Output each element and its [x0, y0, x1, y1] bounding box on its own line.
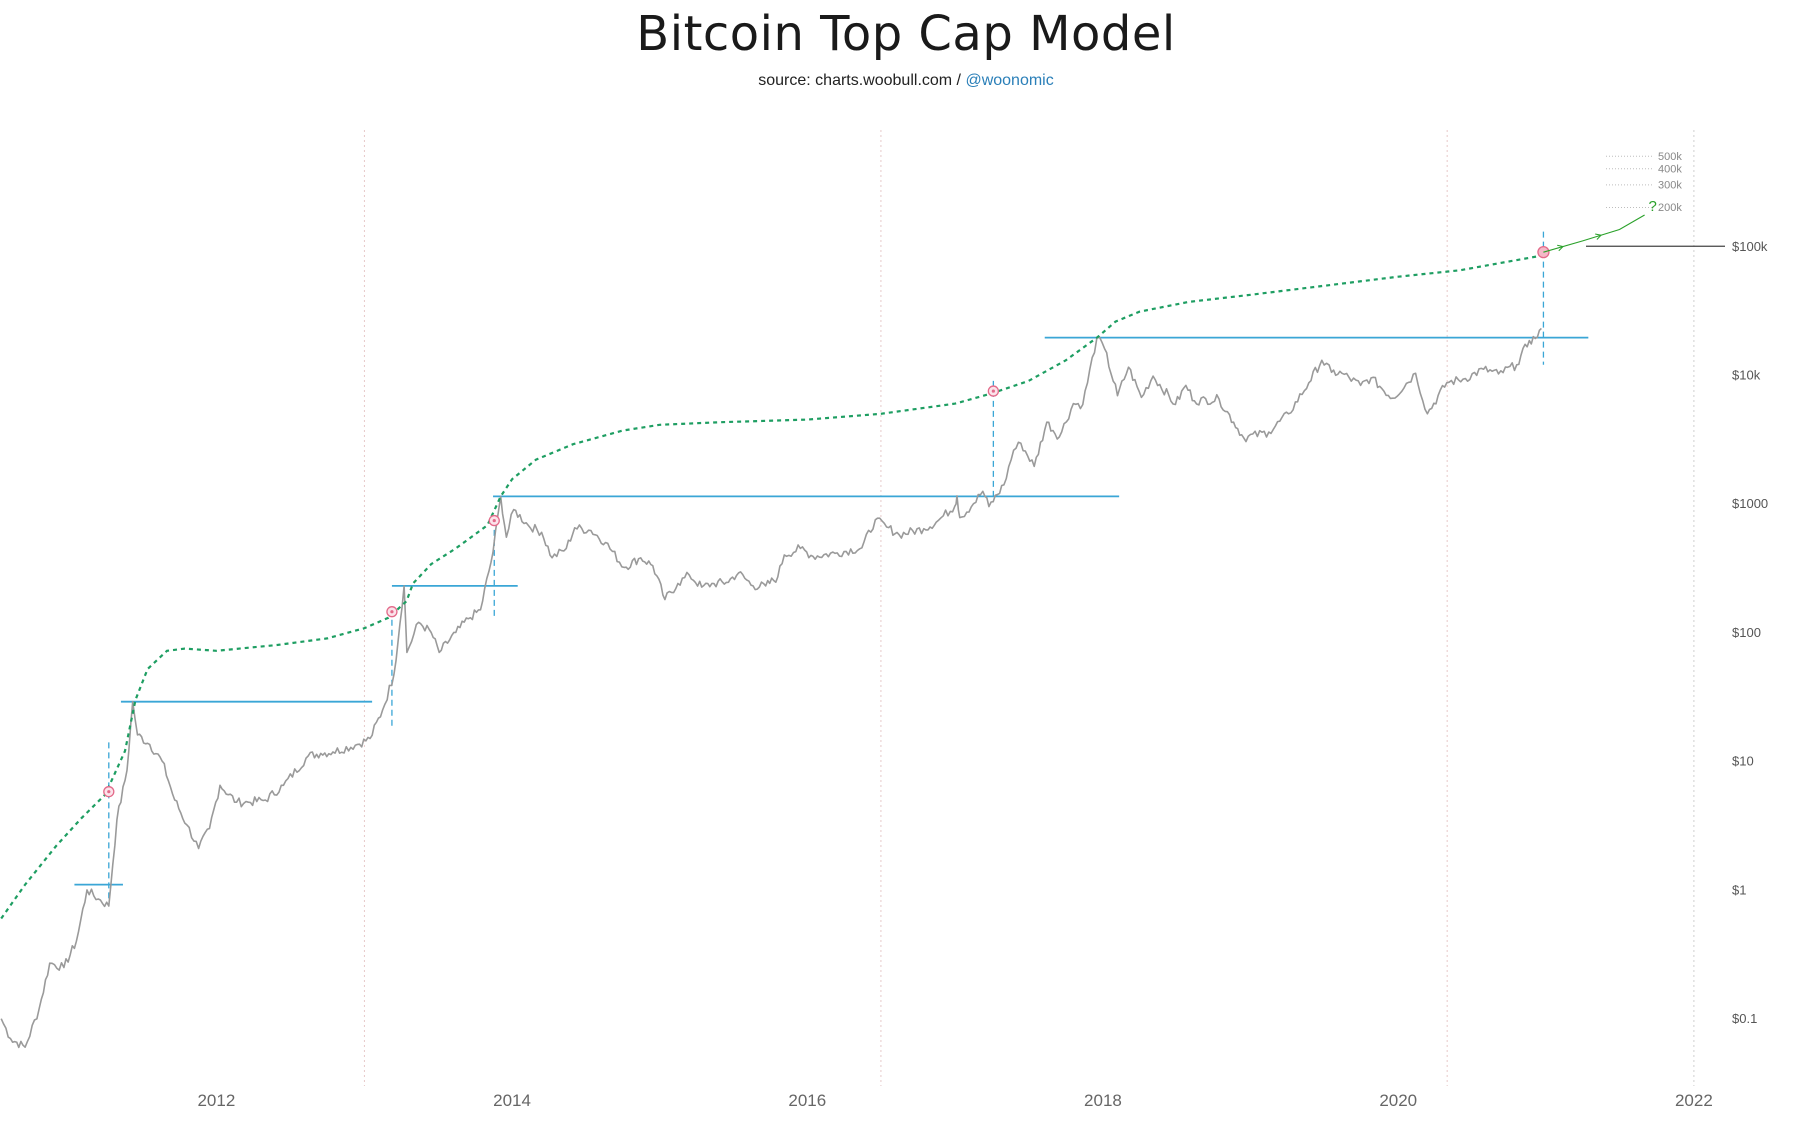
marker-dot-center-0 [107, 790, 111, 794]
minor-tick-300k: 300k [1658, 179, 1682, 191]
x-tick-2022: 2022 [1675, 1091, 1713, 1110]
projection-question-label: ? [1649, 198, 1657, 215]
x-tick-2012: 2012 [197, 1091, 235, 1110]
y-tick-$10k: $10k [1732, 367, 1761, 382]
top-cap-series [0, 254, 1544, 920]
model-markers [103, 246, 1550, 798]
minor-tick-200k: 200k [1658, 202, 1682, 214]
y-tick-$100k: $100k [1732, 239, 1768, 254]
chart-title: Bitcoin Top Cap Model [636, 6, 1176, 62]
price-series [0, 327, 1542, 1049]
projection-arrowhead-0 [1557, 244, 1565, 252]
chart-subtitle: source: charts.woobull.com / @woonomic [0, 72, 1812, 90]
minor-tick-500k: 500k [1658, 151, 1682, 163]
y-tick-$0.1: $0.1 [1732, 1011, 1757, 1026]
y-tick-$10: $10 [1732, 754, 1754, 769]
marker-dot-center-2 [492, 518, 496, 523]
y-axis-ticks: $0.1 $1 $10 $100 $1000 $10k $100k [1586, 239, 1768, 1026]
x-tick-2018: 2018 [1084, 1091, 1122, 1110]
y-tick-$1: $1 [1732, 882, 1746, 897]
x-tick-2014: 2014 [493, 1091, 531, 1110]
projection-arrow: ? [1543, 198, 1657, 253]
x-tick-2016: 2016 [788, 1091, 826, 1110]
source-text: source: charts.woobull.com / [758, 72, 961, 89]
marker-vertical-lines [108, 231, 1545, 903]
marker-dot-center-3 [991, 389, 995, 393]
projection-arrowhead-1 [1595, 233, 1603, 240]
x-axis-ticks: 2012 2014 2016 2018 2020 2022 [197, 1091, 1712, 1110]
cycle-level-lines [74, 336, 1589, 886]
y-tick-$100: $100 [1732, 625, 1761, 640]
marker-dot-center-1 [390, 610, 394, 614]
top-cap-line [0, 254, 1544, 920]
y-tick-$1000: $1000 [1732, 496, 1768, 511]
year-gridlines [363, 130, 1695, 1086]
minor-tick-400k: 400k [1658, 163, 1682, 175]
price-line [0, 327, 1542, 1049]
author-handle-link[interactable]: @woonomic [965, 72, 1054, 89]
x-tick-2020: 2020 [1379, 1091, 1417, 1110]
